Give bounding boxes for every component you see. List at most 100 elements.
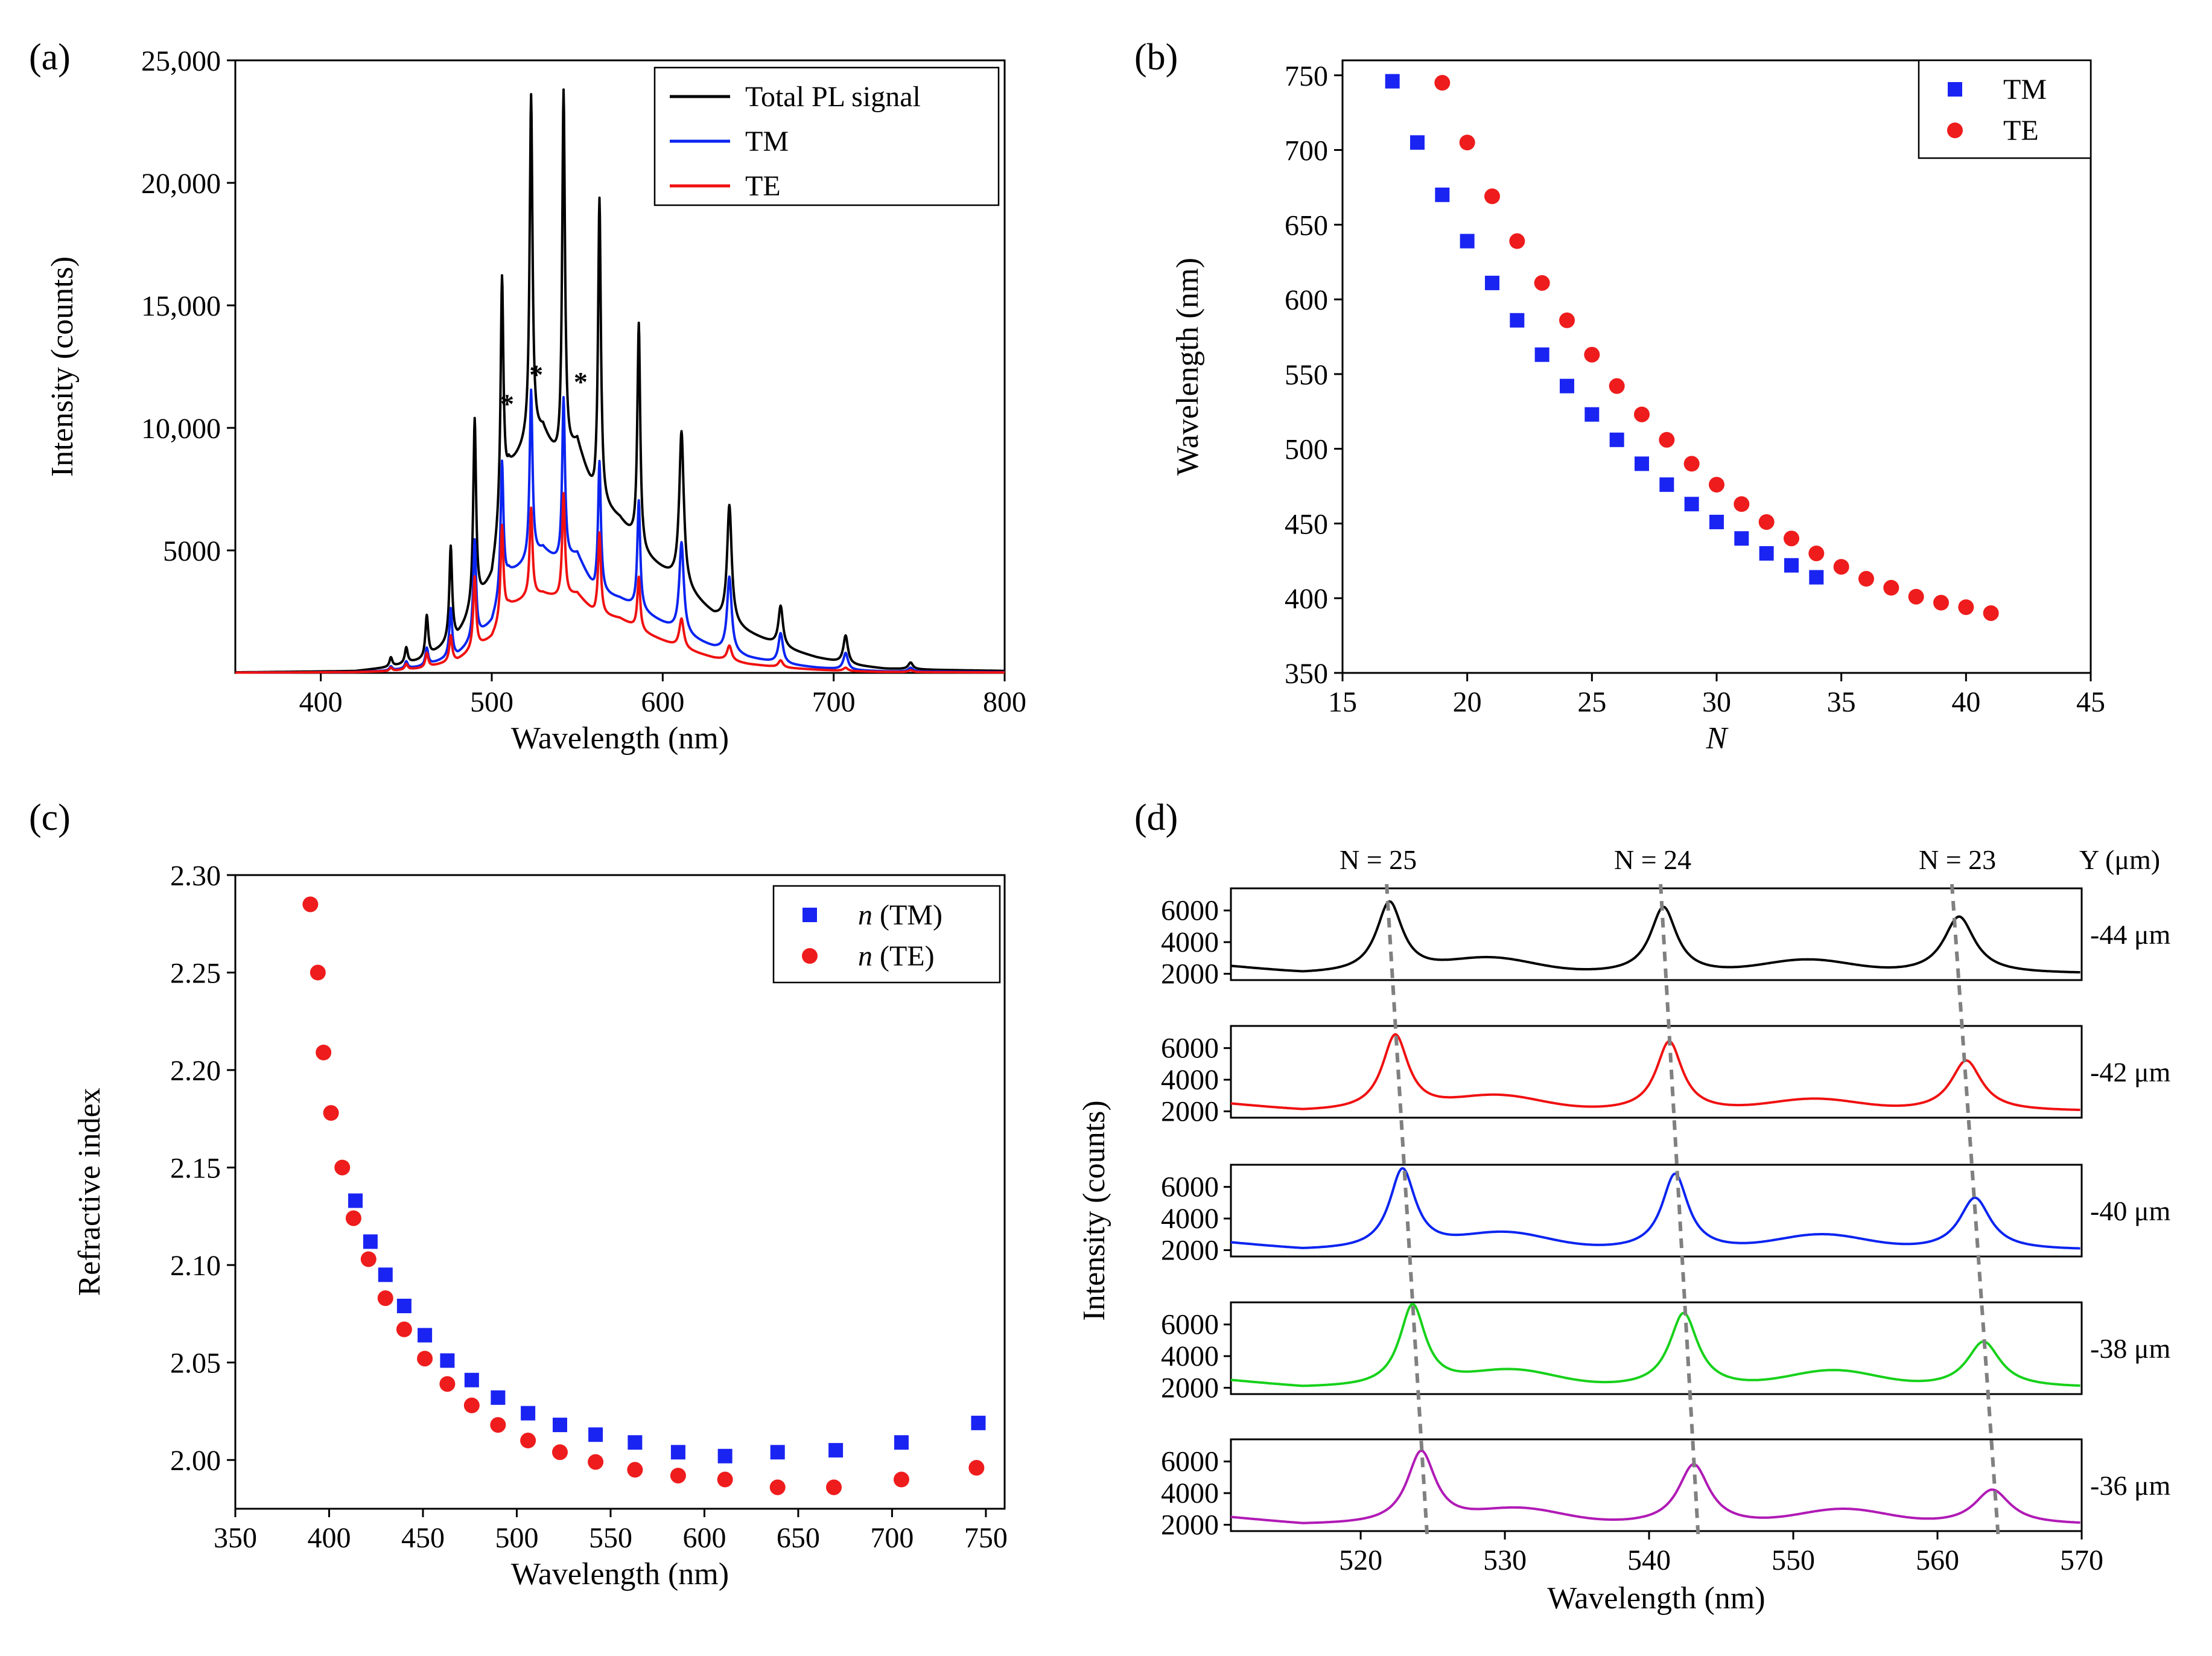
y-tick-label: 6000 [1161, 1309, 1219, 1341]
y-tick-label: 2.15 [170, 1153, 221, 1185]
subplot-frame [1230, 1301, 2083, 1395]
marker-te [1559, 312, 1575, 328]
marker-tm [1759, 546, 1774, 561]
marker-tm [1635, 456, 1649, 471]
panel-d-mode-label-23: N = 23 [1919, 844, 1996, 875]
x-tick-label: 550 [1772, 1544, 1815, 1576]
panel-d-mode-label-25: N = 25 [1340, 844, 1417, 875]
y-tick-label: 25,000 [141, 45, 221, 77]
marker-tm [521, 1406, 536, 1421]
x-axis-title: Wavelength (nm) [511, 1557, 729, 1591]
marker-te [302, 896, 319, 912]
marker-tm [1684, 497, 1699, 512]
marker-te [1983, 605, 1999, 621]
marker-te [670, 1468, 686, 1484]
spectrum-trace [1230, 900, 2080, 974]
panel-d-label: (d) [1134, 797, 1178, 838]
marker-te [1758, 514, 1775, 530]
legend-box [653, 66, 1000, 206]
x-tick-label: 350 [214, 1522, 257, 1554]
marker-tm [348, 1193, 363, 1208]
marker-te [1933, 594, 1949, 611]
marker-te [1908, 588, 1924, 605]
marker-tm [440, 1353, 455, 1368]
marker-tm [1784, 558, 1799, 573]
peak-asterisk: * [574, 366, 588, 397]
marker-tm [1534, 347, 1549, 362]
x-tick-label: 530 [1483, 1544, 1527, 1576]
y-tick-label: 4000 [1161, 1340, 1219, 1372]
y-axis-title: Wavelength (nm) [1171, 258, 1205, 476]
legend-label: TE [2003, 115, 2039, 147]
y-tick-label: 650 [1285, 209, 1328, 241]
marker-te [588, 1454, 604, 1470]
spectrum-trace [1230, 1302, 2080, 1387]
marker-te [520, 1432, 536, 1448]
y-tick-label: 20,000 [141, 168, 221, 200]
marker-te [1659, 432, 1675, 448]
y-tick-label: 6000 [1161, 1171, 1219, 1203]
marker-tm [1609, 432, 1624, 447]
marker-te [1484, 188, 1500, 205]
position-label: -44 μm [2090, 919, 2170, 950]
x-tick-label: 540 [1627, 1544, 1671, 1576]
spectrum-trace [1230, 1449, 2080, 1524]
spectrum-trace [1230, 1167, 2080, 1250]
y-tick-label: 550 [1285, 359, 1328, 391]
plot-frame [234, 874, 1006, 1510]
y-tick-label: 6000 [1161, 1446, 1219, 1478]
marker-te [1459, 135, 1475, 151]
marker-tm [1709, 514, 1724, 529]
peak-asterisk: * [500, 389, 514, 419]
marker-tm [418, 1328, 433, 1343]
y-tick-label: 4000 [1161, 1477, 1219, 1509]
position-label: -38 μm [2090, 1333, 2170, 1364]
x-tick-label: 600 [641, 686, 684, 718]
mode-guide-line [1950, 884, 2000, 1535]
y-tick-label: 2000 [1161, 1235, 1219, 1267]
panel-b-mode-wavelength-chart: 15 20 25 30 35 40 45 350 400 450 500 550 600 650 700 75… [1171, 59, 2105, 756]
x-tick-label: 550 [589, 1522, 632, 1554]
y-tick-label: 4000 [1161, 1203, 1219, 1235]
marker-tm [378, 1267, 393, 1282]
marker-tm [396, 1299, 412, 1313]
legend-label-suffix: (TE) [872, 940, 935, 972]
marker-te [1634, 406, 1650, 422]
marker-te [1509, 233, 1525, 249]
x-tick-label: 15 [1328, 686, 1357, 718]
y-tick-label: 400 [1285, 583, 1328, 615]
x-tick-label: 40 [1951, 686, 1980, 718]
marker-tm [670, 1445, 685, 1460]
y-tick-label: 15,000 [141, 290, 221, 322]
marker-tm [770, 1445, 785, 1460]
y-tick-label: 4000 [1161, 1064, 1219, 1096]
marker-te [1958, 599, 1974, 616]
x-tick-label: 800 [983, 686, 1026, 718]
panel-c-label: (c) [29, 797, 71, 838]
marker-te [1434, 75, 1451, 91]
peak-asterisk: * [529, 359, 543, 390]
marker-te [1609, 378, 1625, 394]
marker-tm [894, 1435, 909, 1450]
x-tick-label: 35 [1827, 686, 1856, 718]
marker-te [1833, 559, 1849, 575]
marker-tm [971, 1415, 986, 1430]
x-tick-label: 450 [401, 1522, 445, 1554]
legend-label: TM [2003, 74, 2047, 106]
x-tick-label: 45 [2076, 686, 2105, 718]
marker-te [439, 1376, 456, 1392]
marker-tm [1385, 74, 1400, 89]
marker-te [396, 1321, 412, 1337]
spectrum-trace [1230, 1033, 2080, 1112]
subplot-frame [1230, 1025, 2083, 1119]
legend-label: Total PL signal [745, 81, 921, 113]
x-tick-label: 20 [1453, 686, 1482, 718]
y-axis-title: Intensity (counts) [1077, 1100, 1111, 1320]
legend-label-symbol: n [858, 899, 872, 931]
marker-tm [1485, 275, 1499, 290]
legend-label: n (TE) [858, 940, 935, 972]
marker-te [1858, 571, 1874, 587]
legend-label-symbol: n [858, 940, 872, 972]
y-tick-label: 10,000 [141, 413, 221, 445]
